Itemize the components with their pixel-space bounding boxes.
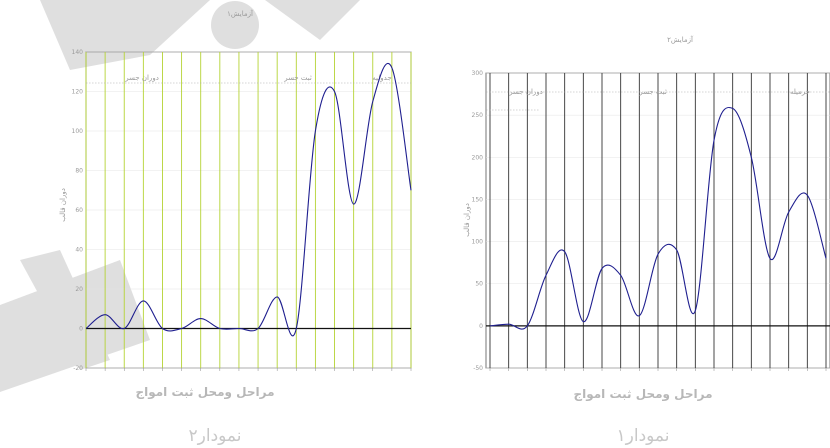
y-tick-label: 60 [75, 207, 83, 214]
chart-right-vertical-lines [489, 73, 827, 368]
chart-left-annotation-1: دوران جسر [124, 74, 159, 82]
chart-right-annotation-3: حرمیله [790, 88, 810, 96]
chart-left-y-axis-label: دوران قالب [59, 188, 67, 222]
chart-left-series-line [85, 62, 412, 337]
chart-left-x-ticks [85, 368, 412, 371]
chart-left-title: آزمایش۱ [227, 9, 254, 18]
chart-right-title: آزمایش۲ [667, 35, 694, 44]
chart-left-x-axis-label: مراحل ومحل ثبت امواج [135, 385, 274, 400]
chart-right-x-ticks [489, 368, 827, 371]
chart-right-series-line [489, 106, 827, 330]
chart-left-y-ticks: -20 0 20 40 60 80 100 120 140 [72, 49, 84, 372]
y-tick-label: 200 [472, 154, 484, 161]
y-tick-label: 80 [75, 168, 83, 175]
y-tick-label: 100 [72, 128, 84, 135]
y-tick-label: 20 [75, 286, 83, 293]
chart-left-annotation-2: ثبت جسر [283, 74, 312, 82]
y-tick-label: 140 [72, 49, 84, 56]
y-tick-label: 50 [475, 281, 483, 288]
chart-right-caption: نمودار۱ [617, 426, 670, 446]
y-tick-label: 150 [472, 196, 484, 203]
y-tick-label: -50 [473, 365, 483, 372]
chart-right-annotation-1: دوران جسر [508, 88, 543, 96]
y-tick-label: 120 [72, 89, 84, 96]
y-tick-label: -20 [73, 365, 83, 372]
y-tick-label: 40 [75, 247, 83, 254]
chart-right-y-ticks: -50 0 50 100 150 200 250 300 [472, 70, 484, 372]
y-tick-label: 0 [479, 323, 483, 330]
chart-right-annotation-2: ثبت جسر [638, 88, 667, 96]
chart-left-caption: نمودار۲ [189, 426, 242, 446]
chart-right-y-axis-label: دوران قالب [463, 203, 471, 237]
y-tick-label: 100 [472, 239, 484, 246]
chart-left-vertical-lines [85, 52, 412, 368]
y-tick-label: 300 [472, 70, 484, 77]
chart-right-x-axis-label: مراحل ومحل ثبت امواج [573, 387, 712, 402]
chart-left-annotation-3: جدولیه [372, 74, 391, 82]
watermark [0, 0, 360, 392]
y-tick-label: 250 [472, 112, 484, 119]
y-tick-label: 0 [79, 326, 83, 333]
